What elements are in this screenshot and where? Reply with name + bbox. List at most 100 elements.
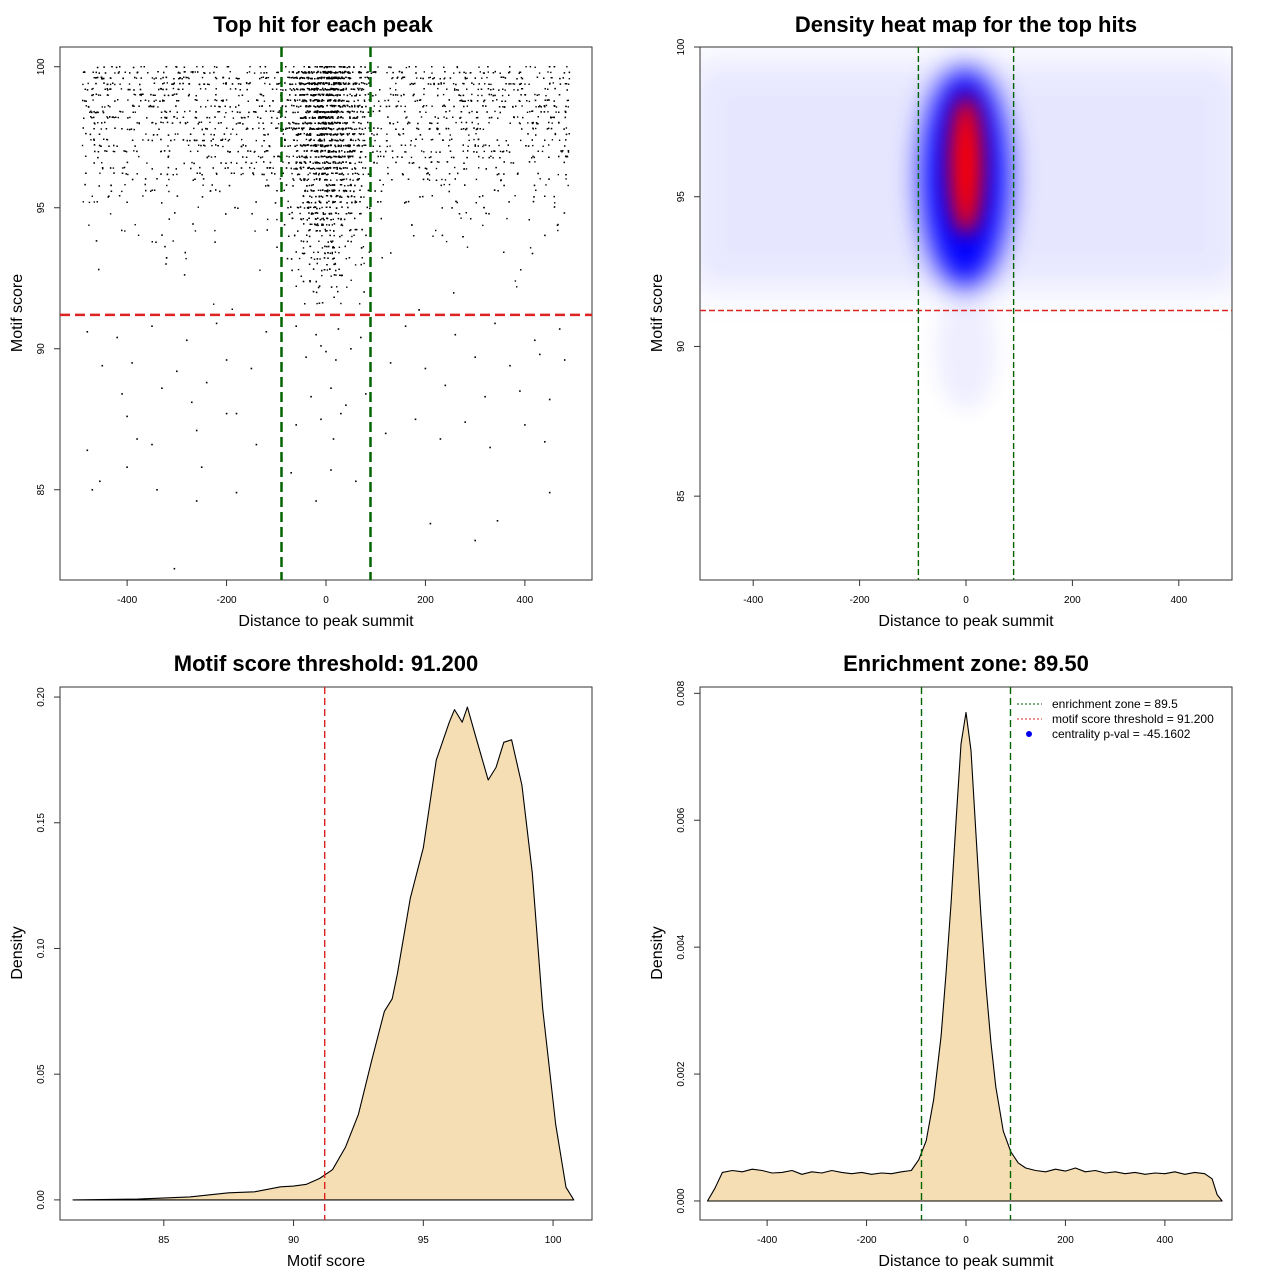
scatter-point — [392, 156, 394, 159]
scatter-point — [230, 172, 233, 174]
scatter-point — [255, 111, 257, 113]
scatter-point — [160, 111, 163, 113]
scatter-point — [338, 94, 340, 96]
scatter-point — [232, 128, 234, 130]
scatter-point — [313, 82, 316, 84]
scatter-point — [551, 122, 553, 124]
scatter-point — [227, 150, 229, 153]
scatter-point — [165, 263, 167, 265]
scatter-point — [140, 93, 142, 95]
scatter-point — [148, 100, 150, 102]
scatter-point — [259, 93, 261, 95]
scatter-point — [379, 89, 381, 91]
scatter-point — [488, 122, 490, 124]
scatter-point — [337, 213, 340, 215]
scatter-point — [308, 111, 310, 114]
scatter-point — [517, 89, 519, 91]
scatter-point — [95, 71, 97, 74]
scatter-point — [163, 71, 165, 74]
scatter-point — [324, 66, 327, 68]
scatter-point — [142, 195, 144, 197]
scatter-point — [415, 66, 417, 68]
scatter-point — [380, 155, 382, 157]
scatter-point — [254, 111, 256, 113]
scatter-point — [322, 133, 324, 135]
scatter-point — [258, 122, 260, 124]
scatter-point — [269, 83, 271, 85]
scatter-point — [303, 150, 306, 152]
scatter-point — [311, 72, 314, 74]
scatter-point — [113, 172, 115, 174]
scatter-point — [316, 211, 318, 214]
scatter-point — [155, 122, 157, 125]
scatter-point — [99, 480, 101, 483]
scatter-point — [443, 82, 445, 85]
scatter-point — [335, 172, 337, 174]
scatter-point — [221, 139, 223, 141]
scatter-point — [164, 116, 166, 119]
scatter-point — [363, 99, 366, 101]
scatter-point — [145, 189, 147, 192]
scatter-point — [319, 230, 321, 232]
scatter-point — [168, 190, 170, 193]
scatter-point — [441, 207, 443, 209]
scatter-point — [215, 322, 218, 325]
scatter-point — [323, 257, 326, 259]
scatter-point — [535, 127, 537, 130]
scatter-point — [320, 100, 323, 102]
scatter-point — [312, 172, 315, 175]
scatter-point — [309, 100, 312, 102]
scatter-point — [276, 83, 278, 85]
scatter-point — [344, 105, 346, 108]
scatter-point — [330, 156, 332, 159]
scatter-point — [131, 362, 133, 364]
scatter-point — [327, 89, 329, 91]
scatter-point — [334, 82, 336, 85]
scatter-point — [121, 128, 123, 130]
scatter-point — [237, 122, 239, 124]
scatter-point — [287, 200, 289, 203]
scatter-point — [332, 218, 334, 220]
scatter-point — [390, 93, 392, 96]
scatter-point — [536, 94, 538, 96]
scatter-point — [519, 71, 521, 73]
scatter-point — [354, 149, 356, 152]
scatter-point — [444, 179, 447, 181]
scatter-point — [340, 144, 342, 146]
scatter-point — [565, 127, 568, 129]
scatter-point — [343, 66, 346, 68]
scatter-point — [308, 263, 311, 265]
scatter-point — [347, 173, 349, 175]
scatter-point — [357, 99, 359, 102]
scatter-point — [483, 72, 485, 74]
scatter-point — [466, 88, 468, 90]
scatter-point — [316, 89, 318, 91]
scatter-point — [157, 106, 159, 108]
scatter-point — [476, 100, 479, 102]
scatter-point — [195, 117, 198, 119]
scatter-point — [248, 83, 250, 85]
scatter-point — [465, 212, 467, 214]
scatter-point — [205, 381, 208, 384]
scatter-point — [334, 76, 336, 78]
scatter-point — [115, 66, 118, 69]
scatter-point — [301, 117, 303, 119]
scatter-point — [189, 139, 191, 142]
scatter-point — [330, 116, 332, 118]
scatter-point — [512, 83, 514, 85]
scatter-point — [381, 257, 383, 259]
scatter-point — [296, 99, 299, 101]
scatter-point — [177, 100, 180, 102]
scatter-point — [319, 140, 321, 142]
scatter-point — [297, 111, 299, 113]
scatter-point — [419, 196, 421, 198]
scatter-point — [349, 77, 352, 79]
scatter-point — [330, 212, 332, 215]
scatter-point — [266, 229, 268, 231]
scatter-point — [478, 83, 480, 85]
scatter-point — [296, 168, 298, 170]
scatter-point — [96, 111, 99, 113]
scatter-point — [312, 213, 314, 215]
scatter-point — [310, 127, 312, 130]
scatter-point — [253, 72, 256, 74]
